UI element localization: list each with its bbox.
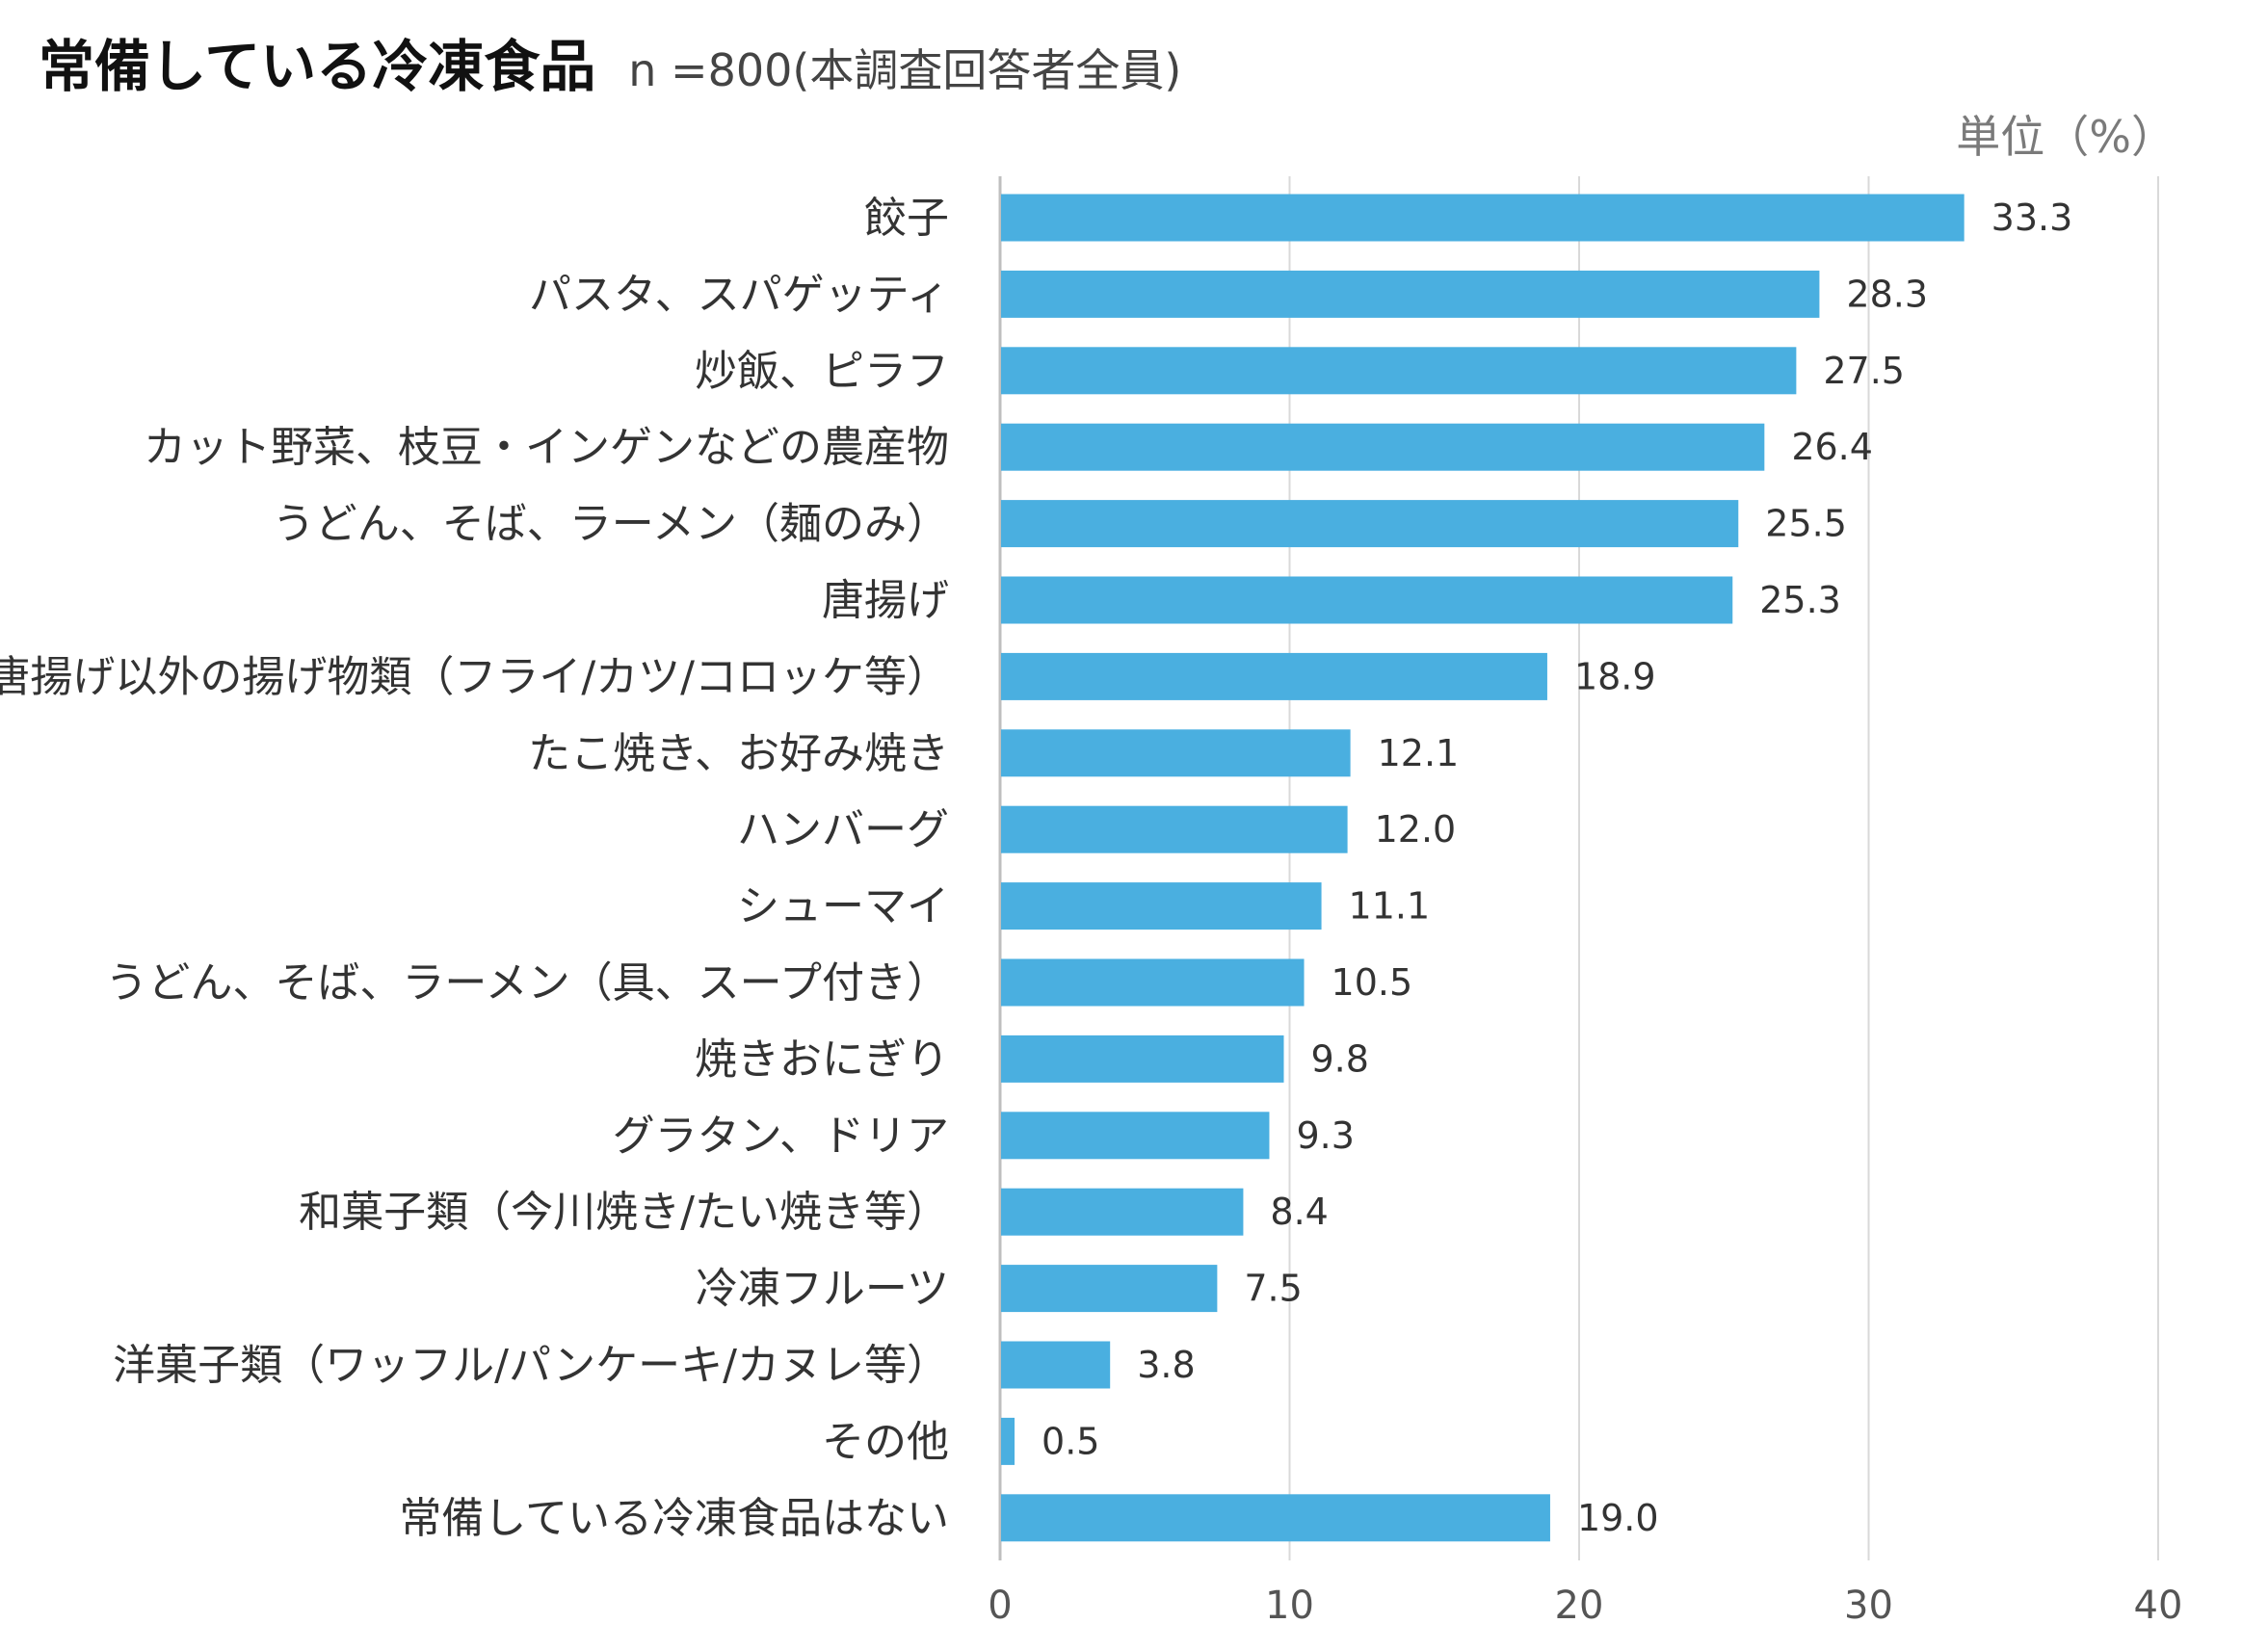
- bar: [1001, 423, 1765, 471]
- bar: [1001, 194, 1965, 242]
- bars: [1001, 194, 1965, 1542]
- bar: [1001, 1341, 1111, 1389]
- bar: [1001, 652, 1547, 700]
- chart-title: 常備している冷凍食品: [39, 34, 596, 99]
- value-label: 25.5: [1765, 503, 1847, 545]
- category-label: 焼きおにぎり: [695, 1035, 949, 1084]
- x-tick-label: 10: [1265, 1584, 1314, 1628]
- bar: [1001, 576, 1733, 624]
- grid-lines: [998, 176, 2159, 1560]
- value-label: 12.0: [1375, 808, 1457, 851]
- bar: [1001, 270, 1820, 318]
- value-label: 11.1: [1349, 885, 1431, 928]
- category-label: 和菓子類（今川焼き/たい焼き等）: [299, 1188, 949, 1237]
- bar: [1001, 729, 1351, 777]
- category-label: うどん、そば、ラーメン（麺のみ）: [273, 500, 949, 549]
- bar: [1001, 882, 1322, 930]
- category-label: カット野菜、枝豆・インゲンなどの農産物: [144, 423, 949, 472]
- category-labels: 餃子パスタ、スパゲッティ炒飯、ピラフカット野菜、枝豆・インゲンなどの農産物うどん…: [0, 194, 949, 1543]
- category-label: 唐揚げ: [822, 576, 949, 625]
- category-label: パスタ、スパゲッティ: [529, 270, 949, 319]
- category-label: グラタン、ドリア: [613, 1112, 949, 1161]
- value-label: 27.5: [1823, 350, 1905, 392]
- chart-subtitle: n =800(本調査回答者全員): [628, 44, 1182, 96]
- category-label: うどん、そば、ラーメン（具、スープ付き）: [105, 958, 949, 1008]
- bar: [1001, 1417, 1015, 1465]
- bar: [1001, 1265, 1218, 1313]
- category-label: 唐揚げ以外の揚げ物類（フライ/カツ/コロッケ等）: [0, 652, 949, 701]
- value-label: 28.3: [1846, 273, 1928, 315]
- bar: [1001, 1112, 1270, 1160]
- category-label: 洋菓子類（ワッフル/パンケーキ/カヌレ等）: [113, 1341, 949, 1390]
- value-label: 18.9: [1574, 655, 1656, 697]
- category-label: 炒飯、ピラフ: [695, 347, 949, 396]
- bar: [1001, 805, 1348, 853]
- unit-label: 単位（%）: [1956, 111, 2176, 163]
- chart-title-row: 常備している冷凍食品 n =800(本調査回答者全員): [39, 21, 1181, 108]
- value-label: 0.5: [1042, 1420, 1099, 1462]
- value-label: 19.0: [1577, 1497, 1659, 1539]
- value-label: 9.8: [1310, 1037, 1368, 1080]
- value-label: 25.3: [1759, 579, 1841, 621]
- category-label: 餃子: [864, 194, 949, 243]
- x-axis-ticks: 0 10 20 30 40: [988, 1584, 2182, 1628]
- value-label: 7.5: [1244, 1268, 1302, 1310]
- category-label: 冷凍フルーツ: [696, 1265, 949, 1314]
- value-label: 8.4: [1270, 1191, 1328, 1233]
- value-label: 26.4: [1791, 426, 1873, 468]
- bar: [1001, 500, 1739, 548]
- bar: [1001, 1188, 1244, 1236]
- bar: [1001, 958, 1305, 1007]
- category-label: シューマイ: [737, 882, 949, 931]
- category-label: その他: [822, 1417, 949, 1466]
- value-label: 3.8: [1137, 1344, 1195, 1386]
- value-label: 12.1: [1378, 732, 1460, 774]
- category-label: たこ焼き、お好み焼き: [528, 729, 949, 778]
- value-label: 10.5: [1332, 961, 1413, 1004]
- category-label: ハンバーグ: [737, 805, 949, 854]
- value-labels: 33.3 28.3 27.5 26.4 25.5 25.3 18.9 12.1 12.0 11.1…: [1042, 196, 2072, 1539]
- value-label: 9.3: [1296, 1114, 1354, 1157]
- x-tick-label: 40: [2134, 1584, 2183, 1628]
- category-label: 常備している冷凍食品はない: [399, 1494, 949, 1543]
- x-tick-label: 20: [1555, 1584, 1604, 1628]
- bar: [1001, 1035, 1284, 1083]
- bar: [1001, 347, 1797, 395]
- value-label: 33.3: [1991, 196, 2073, 239]
- bar: [1001, 1494, 1550, 1542]
- x-tick-label: 30: [1844, 1584, 1893, 1628]
- x-tick-label: 0: [988, 1584, 1012, 1628]
